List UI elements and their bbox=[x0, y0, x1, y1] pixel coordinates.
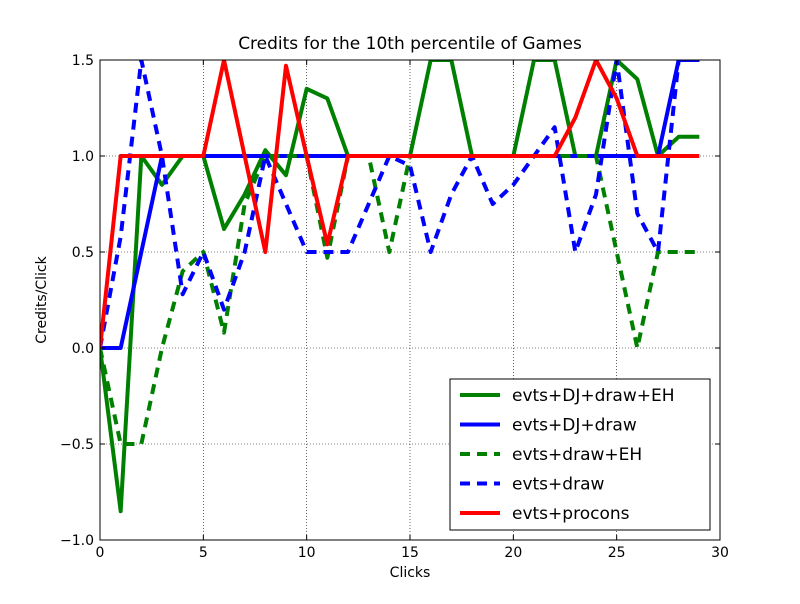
axis-ticks: 0 5 10 15 20 25 30 −1.0 −0.5 0.0 0.5 1.0 1.5 bbox=[60, 53, 729, 561]
y-tick-label: 1.0 bbox=[72, 149, 94, 165]
chart-title: Credits for the 10th percentile of Games bbox=[238, 34, 582, 54]
legend-label: evts+draw+EH bbox=[512, 445, 642, 465]
x-tick-label: 0 bbox=[96, 545, 105, 561]
y-tick-label: 0.5 bbox=[72, 245, 94, 261]
series-line-4 bbox=[100, 60, 700, 349]
x-axis-label: Clicks bbox=[390, 565, 431, 581]
series-group bbox=[100, 60, 700, 514]
legend-label: evts+DJ+draw+EH bbox=[512, 386, 675, 406]
x-tick-label: 10 bbox=[298, 545, 316, 561]
y-tick-label: −1.0 bbox=[60, 533, 94, 549]
legend-label: evts+DJ+draw bbox=[512, 416, 637, 436]
legend: evts+DJ+draw+EH evts+DJ+draw evts+draw+EH e… bbox=[449, 378, 711, 531]
series-line-3 bbox=[100, 154, 700, 446]
x-tick-label: 20 bbox=[504, 545, 522, 561]
y-tick-label: 0.0 bbox=[72, 341, 94, 357]
y-tick-label: 1.5 bbox=[72, 53, 94, 69]
y-tick-label: −0.5 bbox=[60, 437, 94, 453]
x-tick-label: 5 bbox=[199, 545, 208, 561]
x-tick-label: 15 bbox=[401, 545, 419, 561]
series-line-5 bbox=[100, 60, 700, 349]
x-tick-label: 25 bbox=[608, 545, 626, 561]
legend-box bbox=[449, 378, 711, 531]
y-axis-label: Credits/Click bbox=[34, 255, 50, 343]
legend-label: evts+procons bbox=[512, 504, 630, 524]
x-tick-label: 30 bbox=[711, 545, 729, 561]
legend-label: evts+draw bbox=[512, 475, 604, 495]
